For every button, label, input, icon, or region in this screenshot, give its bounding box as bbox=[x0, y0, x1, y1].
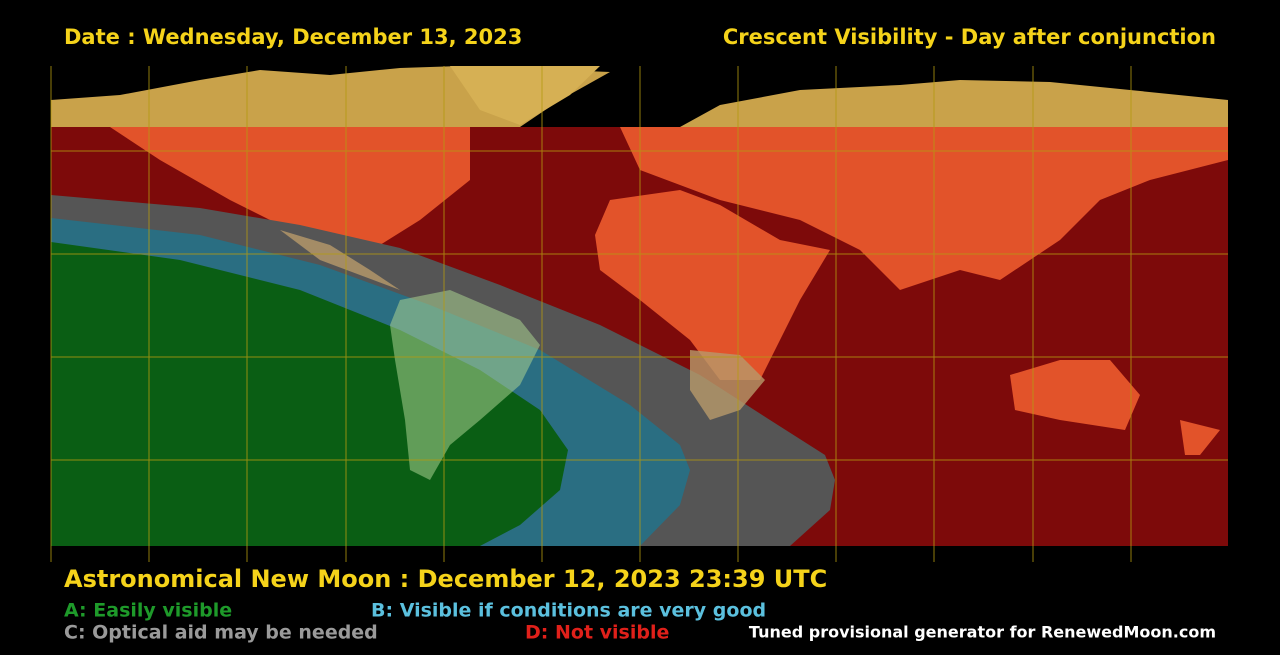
land-central-america bbox=[280, 230, 400, 290]
land-southern-africa bbox=[690, 350, 765, 420]
legend-a: A: Easily visible bbox=[64, 600, 232, 622]
date-label: Date : Wednesday, December 13, 2023 bbox=[64, 25, 522, 49]
credit: Tuned provisional generator for RenewedM… bbox=[749, 623, 1216, 642]
map bbox=[50, 66, 1228, 562]
legend-b: B: Visible if conditions are very good bbox=[371, 600, 766, 622]
land-greenland bbox=[450, 66, 600, 125]
zone-a bbox=[51, 242, 568, 546]
legend-c: C: Optical aid may be needed bbox=[64, 622, 378, 644]
legend-d: D: Not visible bbox=[525, 622, 669, 644]
map-title: Crescent Visibility - Day after conjunct… bbox=[723, 25, 1216, 49]
land-eurasia-arctic bbox=[680, 80, 1228, 127]
land-south-america bbox=[390, 290, 540, 480]
graticule bbox=[50, 66, 1228, 562]
new-moon-label: Astronomical New Moon : December 12, 202… bbox=[64, 565, 827, 593]
land-zone-d bbox=[110, 127, 1228, 455]
